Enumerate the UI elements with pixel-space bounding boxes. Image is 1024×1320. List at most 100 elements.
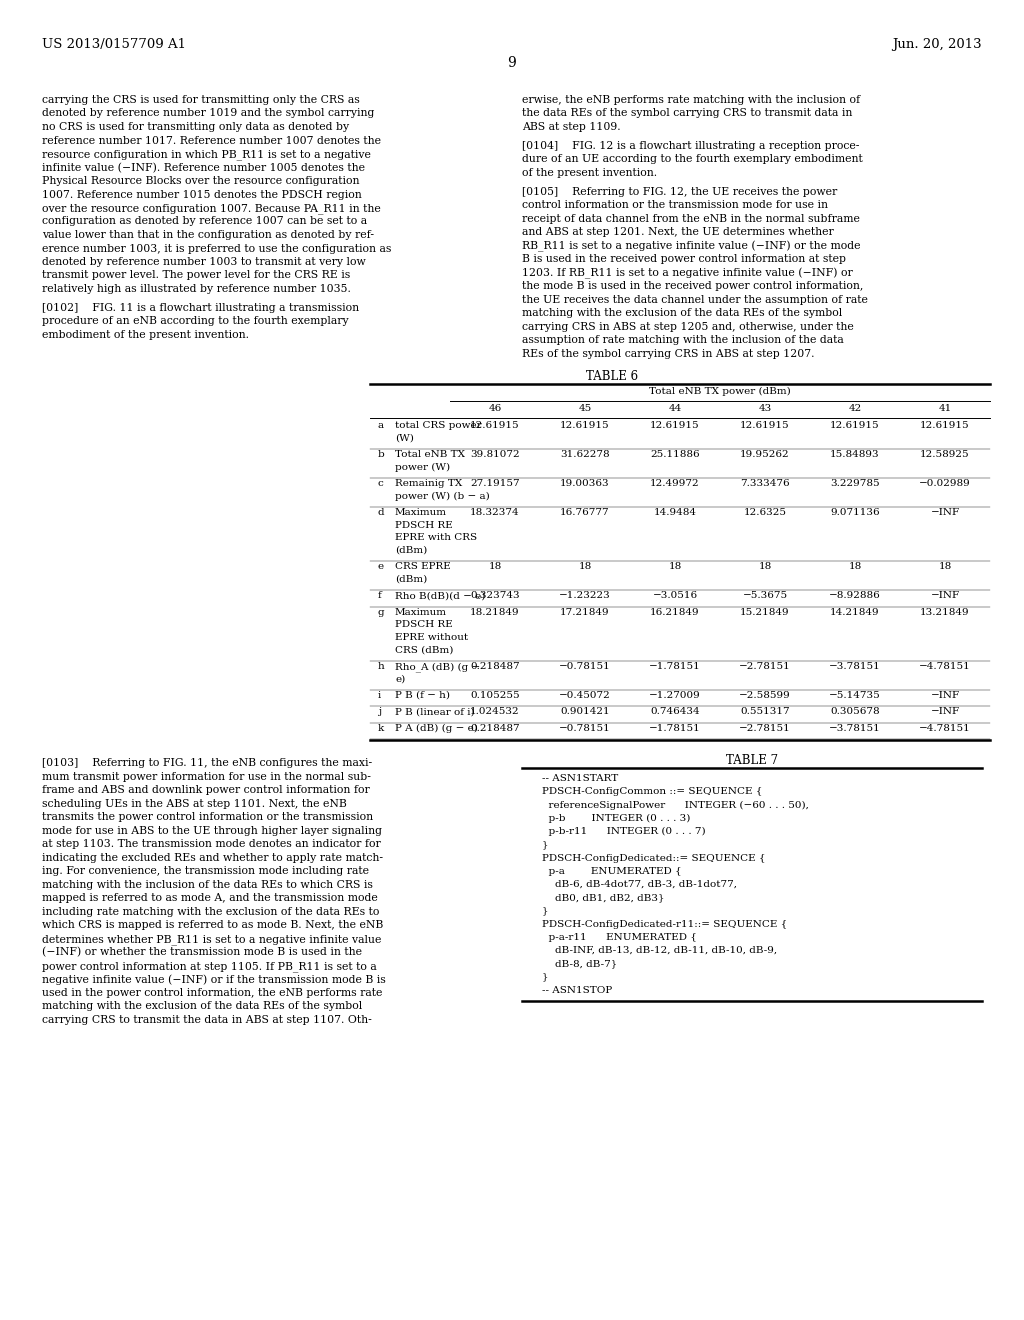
Text: 0.551317: 0.551317: [740, 708, 790, 717]
Text: power (W): power (W): [395, 463, 451, 473]
Text: matching with the inclusion of the data REs to which CRS is: matching with the inclusion of the data …: [42, 880, 373, 890]
Text: 12.6325: 12.6325: [743, 508, 786, 517]
Text: (W): (W): [395, 434, 414, 442]
Text: 9: 9: [508, 55, 516, 70]
Text: infinite value (−INF). Reference number 1005 denotes the: infinite value (−INF). Reference number …: [42, 162, 365, 173]
Text: 1.024532: 1.024532: [470, 708, 520, 717]
Text: EPRE without: EPRE without: [395, 632, 468, 642]
Text: dB-INF, dB-13, dB-12, dB-11, dB-10, dB-9,: dB-INF, dB-13, dB-12, dB-11, dB-10, dB-9…: [542, 946, 777, 954]
Text: ing. For convenience, the transmission mode including rate: ing. For convenience, the transmission m…: [42, 866, 369, 876]
Text: assumption of rate matching with the inclusion of the data: assumption of rate matching with the inc…: [522, 335, 844, 346]
Text: −INF: −INF: [931, 508, 959, 517]
Text: −1.23223: −1.23223: [559, 591, 611, 601]
Text: 0.218487: 0.218487: [470, 723, 520, 733]
Text: indicating the excluded REs and whether to apply rate match-: indicating the excluded REs and whether …: [42, 853, 383, 863]
Text: 1203. If RB_R11 is set to a negative infinite value (−INF) or: 1203. If RB_R11 is set to a negative inf…: [522, 268, 853, 279]
Text: configuration as denoted by reference 1007 can be set to a: configuration as denoted by reference 10…: [42, 216, 368, 227]
Text: b: b: [378, 450, 385, 459]
Text: [0102]    FIG. 11 is a flowchart illustrating a transmission: [0102] FIG. 11 is a flowchart illustrati…: [42, 302, 359, 313]
Text: 19.95262: 19.95262: [740, 450, 790, 459]
Text: dB-8, dB-7}: dB-8, dB-7}: [542, 960, 617, 968]
Text: f: f: [378, 591, 382, 601]
Text: Rho_A (dB) (g −: Rho_A (dB) (g −: [395, 661, 480, 672]
Text: p-a        ENUMERATED {: p-a ENUMERATED {: [542, 867, 682, 875]
Text: negative infinite value (−INF) or if the transmission mode B is: negative infinite value (−INF) or if the…: [42, 974, 386, 985]
Text: −8.92886: −8.92886: [829, 591, 881, 601]
Text: −0.78151: −0.78151: [559, 723, 611, 733]
Text: 43: 43: [759, 404, 772, 413]
Text: e): e): [395, 675, 406, 684]
Text: 46: 46: [488, 404, 502, 413]
Text: }: }: [542, 973, 549, 981]
Text: 0.305678: 0.305678: [830, 708, 880, 717]
Text: 18: 18: [579, 562, 592, 572]
Text: −0.78151: −0.78151: [559, 661, 611, 671]
Text: mum transmit power information for use in the normal sub-: mum transmit power information for use i…: [42, 772, 371, 781]
Text: Maximum: Maximum: [395, 607, 447, 616]
Text: −3.0516: −3.0516: [652, 591, 697, 601]
Text: p-b-r11      INTEGER (0 . . . 7): p-b-r11 INTEGER (0 . . . 7): [542, 828, 706, 837]
Text: and ABS at step 1201. Next, the UE determines whether: and ABS at step 1201. Next, the UE deter…: [522, 227, 834, 238]
Text: 18: 18: [669, 562, 682, 572]
Text: 0.218487: 0.218487: [470, 661, 520, 671]
Text: [0103]    Referring to FIG. 11, the eNB configures the maxi-: [0103] Referring to FIG. 11, the eNB con…: [42, 758, 372, 768]
Text: erence number 1003, it is preferred to use the configuration as: erence number 1003, it is preferred to u…: [42, 243, 391, 253]
Text: 7.333476: 7.333476: [740, 479, 790, 488]
Text: 42: 42: [848, 404, 861, 413]
Text: scheduling UEs in the ABS at step 1101. Next, the eNB: scheduling UEs in the ABS at step 1101. …: [42, 799, 347, 809]
Text: Total eNB TX power (dBm): Total eNB TX power (dBm): [649, 387, 791, 396]
Text: used in the power control information, the eNB performs rate: used in the power control information, t…: [42, 987, 382, 998]
Text: matching with the exclusion of the data REs of the symbol: matching with the exclusion of the data …: [522, 309, 843, 318]
Text: of the present invention.: of the present invention.: [522, 168, 657, 178]
Text: Physical Resource Blocks over the resource configuration: Physical Resource Blocks over the resour…: [42, 176, 359, 186]
Text: -- ASN1START: -- ASN1START: [542, 775, 618, 783]
Text: −1.78151: −1.78151: [649, 723, 700, 733]
Text: }: }: [542, 907, 549, 915]
Text: dB0, dB1, dB2, dB3}: dB0, dB1, dB2, dB3}: [542, 894, 665, 902]
Text: 9.071136: 9.071136: [830, 508, 880, 517]
Text: determines whether PB_R11 is set to a negative infinite value: determines whether PB_R11 is set to a ne…: [42, 933, 381, 945]
Text: [0104]    FIG. 12 is a flowchart illustrating a reception proce-: [0104] FIG. 12 is a flowchart illustrati…: [522, 141, 859, 150]
Text: 18.21849: 18.21849: [470, 607, 520, 616]
Text: 18: 18: [938, 562, 951, 572]
Text: −5.14735: −5.14735: [829, 690, 881, 700]
Text: at step 1103. The transmission mode denotes an indicator for: at step 1103. The transmission mode deno…: [42, 840, 381, 849]
Text: Maximum: Maximum: [395, 508, 447, 517]
Text: B is used in the received power control information at step: B is used in the received power control …: [522, 255, 846, 264]
Text: (dBm): (dBm): [395, 545, 427, 554]
Text: 39.81072: 39.81072: [470, 450, 520, 459]
Text: Remainig TX: Remainig TX: [395, 479, 462, 488]
Text: which CRS is mapped is referred to as mode B. Next, the eNB: which CRS is mapped is referred to as mo…: [42, 920, 383, 931]
Text: RB_R11 is set to a negative infinite value (−INF) or the mode: RB_R11 is set to a negative infinite val…: [522, 240, 860, 252]
Text: carrying CRS to transmit the data in ABS at step 1107. Oth-: carrying CRS to transmit the data in ABS…: [42, 1015, 372, 1024]
Text: −INF: −INF: [931, 690, 959, 700]
Text: Rho B(dB)(d − e): Rho B(dB)(d − e): [395, 591, 485, 601]
Text: 12.49972: 12.49972: [650, 479, 699, 488]
Text: 14.9484: 14.9484: [653, 508, 696, 517]
Text: 15.21849: 15.21849: [740, 607, 790, 616]
Text: 18.32374: 18.32374: [470, 508, 520, 517]
Text: −4.78151: −4.78151: [920, 661, 971, 671]
Text: 31.62278: 31.62278: [560, 450, 610, 459]
Text: h: h: [378, 661, 385, 671]
Text: CRS (dBm): CRS (dBm): [395, 645, 454, 655]
Text: 12.58925: 12.58925: [921, 450, 970, 459]
Text: P B (linear of i): P B (linear of i): [395, 708, 475, 717]
Text: 27.19157: 27.19157: [470, 479, 520, 488]
Text: the mode B is used in the received power control information,: the mode B is used in the received power…: [522, 281, 863, 292]
Text: 16.76777: 16.76777: [560, 508, 610, 517]
Text: 18: 18: [848, 562, 861, 572]
Text: receipt of data channel from the eNB in the normal subframe: receipt of data channel from the eNB in …: [522, 214, 860, 224]
Text: −3.78151: −3.78151: [829, 661, 881, 671]
Text: 17.21849: 17.21849: [560, 607, 610, 616]
Text: g: g: [378, 607, 385, 616]
Text: power (W) (b − a): power (W) (b − a): [395, 492, 489, 500]
Text: matching with the exclusion of the data REs of the symbol: matching with the exclusion of the data …: [42, 1002, 362, 1011]
Text: −1.27009: −1.27009: [649, 690, 700, 700]
Text: no CRS is used for transmitting only data as denoted by: no CRS is used for transmitting only dat…: [42, 121, 349, 132]
Text: relatively high as illustrated by reference number 1035.: relatively high as illustrated by refere…: [42, 284, 351, 294]
Text: denoted by reference number 1003 to transmit at very low: denoted by reference number 1003 to tran…: [42, 257, 366, 267]
Text: i: i: [378, 690, 381, 700]
Text: −0.45072: −0.45072: [559, 690, 611, 700]
Text: over the resource configuration 1007. Because PA_R11 in the: over the resource configuration 1007. Be…: [42, 203, 381, 214]
